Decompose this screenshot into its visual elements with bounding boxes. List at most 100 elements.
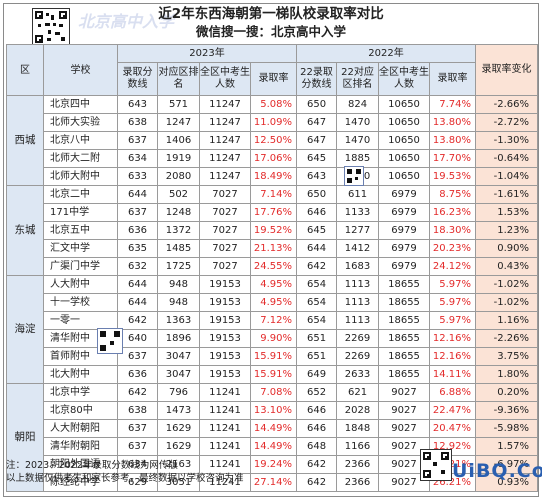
rate-2023-cell: 18.49% [249, 167, 298, 186]
score-2023-cell: 636 [117, 365, 158, 384]
footnote: 注：2023、2022年录取分数线为网传版 以上数据仅供考生和家长参考，最终数据… [6, 459, 244, 485]
score-2022-cell: 654 [296, 293, 338, 312]
rate-2022-cell: 17.70% [429, 149, 477, 168]
rate-change-cell: 1.57% [475, 437, 539, 456]
rate-change-cell: 0.90% [475, 239, 539, 258]
total-2022-cell: 10650 [378, 131, 431, 150]
header-row-years: 区 学校 2023年 2022年 录取率变化 [6, 44, 539, 96]
score-2023-cell: 637 [117, 203, 158, 222]
total-2023-cell: 19153 [199, 329, 251, 348]
total-2022-cell: 10650 [378, 167, 431, 186]
rate-change-cell: -1.02% [475, 275, 539, 294]
page-subtitle: 微信搜一搜：北京高中入学 [195, 24, 346, 39]
header-year-2023: 2023年 [116, 44, 298, 63]
rank-2023-cell: 1919 [157, 149, 200, 168]
rate-2022-cell: 5.97% [429, 311, 477, 330]
total-2022-cell: 9027 [378, 419, 431, 438]
school-cell: 北京80中 [43, 401, 118, 420]
rate-2022-cell: 5.97% [429, 275, 477, 294]
table-row: 北京五中 636 1372 7027 19.52% 645 1277 6979 18.30% 1.… [7, 221, 539, 240]
score-2023-cell: 638 [117, 401, 158, 420]
total-2023-cell: 7027 [199, 203, 251, 222]
rate-2023-cell: 15.91% [249, 347, 298, 366]
score-2023-cell: 637 [117, 131, 158, 150]
rate-2022-cell: 5.97% [429, 293, 477, 312]
rank-2023-cell: 3047 [157, 347, 200, 366]
score-2022-cell: 642 [296, 473, 338, 492]
total-2023-cell: 11241 [199, 437, 251, 456]
score-2022-cell: 648 [296, 437, 338, 456]
score-2022-cell: 642 [296, 455, 338, 474]
header-year-2022: 2022年 [296, 44, 477, 63]
rate-change-cell: 1.53% [475, 203, 539, 222]
rank-2023-cell: 571 [157, 95, 200, 114]
rate-change-cell: -2.26% [475, 329, 539, 348]
rate-2023-cell: 11.09% [249, 113, 298, 132]
score-2022-cell: 645 [296, 149, 338, 168]
total-2022-cell: 6979 [378, 221, 431, 240]
rank-2022-cell: 1412 [336, 239, 380, 258]
score-2023-cell: 635 [117, 239, 158, 258]
school-cell: 北师大二附 [43, 149, 118, 168]
rank-2023-cell: 1248 [157, 203, 200, 222]
header-rate-2023: 录取率 [249, 62, 298, 96]
rate-2023-cell: 4.95% [249, 293, 298, 312]
title-block: 近2年东西海朝第一梯队校录取率对比 微信搜一搜：北京高中入学 [0, 6, 542, 40]
rate-change-cell: -2.66% [475, 95, 539, 114]
rate-2023-cell: 15.91% [249, 365, 298, 384]
school-cell: 北京五中 [43, 221, 118, 240]
score-2023-cell: 629 [117, 473, 158, 492]
rate-2022-cell: 14.11% [429, 365, 477, 384]
rank-2022-cell: 1885 [336, 149, 380, 168]
table-row: 汇文中学 635 1485 7027 21.13% 644 1412 6979 20.23% 0.… [7, 239, 539, 258]
score-2022-cell: 646 [296, 419, 338, 438]
rate-change-cell: 3.75% [475, 347, 539, 366]
rate-2022-cell: 16.23% [429, 203, 477, 222]
rank-2022-cell: 1470 [336, 113, 380, 132]
rate-change-cell: -1.61% [475, 185, 539, 204]
rate-2023-cell: 24.55% [249, 257, 298, 276]
score-2023-cell: 642 [117, 383, 158, 402]
qr-code-icon [344, 166, 364, 186]
total-2022-cell: 9027 [378, 383, 431, 402]
table-row: 清华附中 640 1896 19153 9.90% 651 2269 18655 12.16% -… [7, 329, 539, 348]
rate-2022-cell: 6.88% [429, 383, 477, 402]
rank-2022-cell: 621 [336, 383, 380, 402]
rank-2022-cell: 824 [336, 95, 380, 114]
score-2022-cell: 646 [296, 401, 338, 420]
rate-change-cell: 0.43% [475, 257, 539, 276]
total-2022-cell: 10650 [378, 149, 431, 168]
score-2023-cell: 642 [117, 311, 158, 330]
table-row: 北大附中 636 3047 19153 15.91% 649 2633 18655 14.11%… [7, 365, 539, 384]
rank-2022-cell: 1113 [336, 293, 380, 312]
score-2023-cell: 640 [117, 329, 158, 348]
header-score-2022: 22录取分数线 [296, 62, 338, 96]
school-cell: 北京二中 [43, 185, 118, 204]
rate-change-cell: 1.16% [475, 311, 539, 330]
rank-2022-cell: 2028 [336, 401, 380, 420]
rate-2023-cell: 13.10% [249, 401, 298, 420]
score-2022-cell: 643 [296, 167, 338, 186]
score-2023-cell: 644 [117, 275, 158, 294]
rank-2023-cell: 1247 [157, 113, 200, 132]
district-cell: 西城 [6, 95, 44, 186]
total-2023-cell: 7027 [199, 257, 251, 276]
score-2023-cell: 643 [117, 95, 158, 114]
header-district: 区 [6, 44, 44, 96]
rank-2022-cell: 1113 [336, 275, 380, 294]
rate-2022-cell: 12.16% [429, 329, 477, 348]
total-2023-cell: 7027 [199, 185, 251, 204]
rank-2023-cell: 1485 [157, 239, 200, 258]
rate-2023-cell: 7.12% [249, 311, 298, 330]
rank-2022-cell: 611 [336, 185, 380, 204]
header-row-columns: 录取分数线 对应区排名 全区中考生人数 录取率 22录取分数线 22对应区排名 … [7, 62, 538, 96]
rate-2023-cell: 21.13% [249, 239, 298, 258]
rate-change-cell: -1.30% [475, 131, 539, 150]
table-row: 北京八中 637 1406 11247 12.50% 647 1470 10650 13.80%… [7, 131, 539, 150]
table-row: 人大附朝阳 637 1629 11241 14.49% 646 1848 9027 20.47%… [7, 419, 539, 438]
total-2022-cell: 6979 [378, 239, 431, 258]
table-row: 首师附中 637 3047 19153 15.91% 651 2269 18655 12.16%… [7, 347, 539, 366]
school-cell: 171中学 [43, 203, 118, 222]
total-2022-cell: 18655 [378, 365, 431, 384]
header-score-2023: 录取分数线 [117, 62, 158, 96]
